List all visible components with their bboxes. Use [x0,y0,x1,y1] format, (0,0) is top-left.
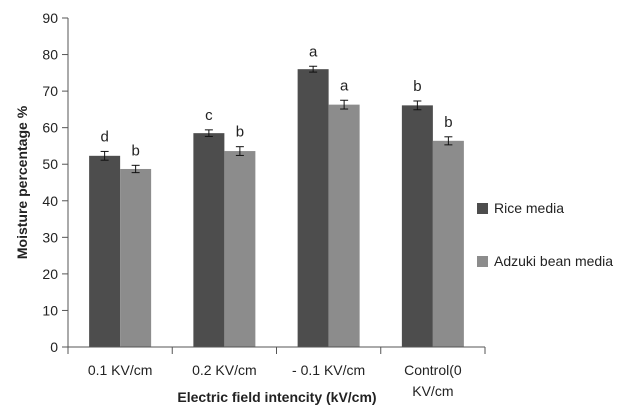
x-axis-title: Electric field intencity (kV/cm) [177,389,376,405]
y-tick-label: 70 [42,83,58,99]
bar-marks [89,69,464,348]
significance-letter: b [413,78,421,95]
significance-letter: b [444,114,452,131]
significance-letter: d [100,128,108,145]
significance-letter: b [131,142,139,159]
significance-letters: d b c b a a b b [100,43,452,159]
significance-letter: b [236,124,244,141]
x-axis-category-labels: 0.1 KV/cm 0.2 KV/cm - 0.1 KV/cm Control(0 KV… [88,362,462,399]
significance-letter: c [205,107,213,124]
y-tick-label: 0 [50,339,58,355]
error-bars [100,65,453,174]
bar-rice-2 [297,69,329,347]
y-tick-label: 50 [42,156,58,172]
significance-letter: a [340,77,349,94]
y-tick-label: 90 [42,10,58,26]
x-category-label: 0.2 KV/cm [192,362,257,378]
legend-label-rice: Rice media [494,200,564,216]
bar-rice-0 [89,155,121,347]
y-tick-label: 10 [42,302,58,318]
legend-label-adzuki: Adzuki bean media [494,253,613,269]
y-tick-label: 80 [42,47,58,63]
legend-swatch-adzuki [477,256,488,267]
bar-adzuki-0 [120,168,152,347]
y-axis-title: Moisture percentage % [14,105,30,259]
bar-adzuki-2 [328,104,360,348]
bar-adzuki-1 [224,151,256,347]
chart-axes [67,18,486,354]
y-tick-label: 40 [42,193,58,209]
legend: Rice media Adzuki bean media [477,200,613,269]
y-tick-label: 30 [42,229,58,245]
x-category-label: Control(0 [404,362,462,378]
y-axis-ticks: 0 10 20 30 40 50 60 70 80 90 [42,10,68,355]
y-tick-label: 60 [42,120,58,136]
bar-adzuki-3 [432,140,464,347]
x-category-label: KV/cm [412,383,453,399]
bar-rice-1 [193,133,225,347]
legend-swatch-rice [477,203,488,214]
x-category-label: 0.1 KV/cm [88,362,153,378]
bar-rice-3 [401,105,433,348]
y-tick-label: 20 [42,266,58,282]
x-category-label: - 0.1 KV/cm [292,362,365,378]
significance-letter: a [309,43,318,60]
